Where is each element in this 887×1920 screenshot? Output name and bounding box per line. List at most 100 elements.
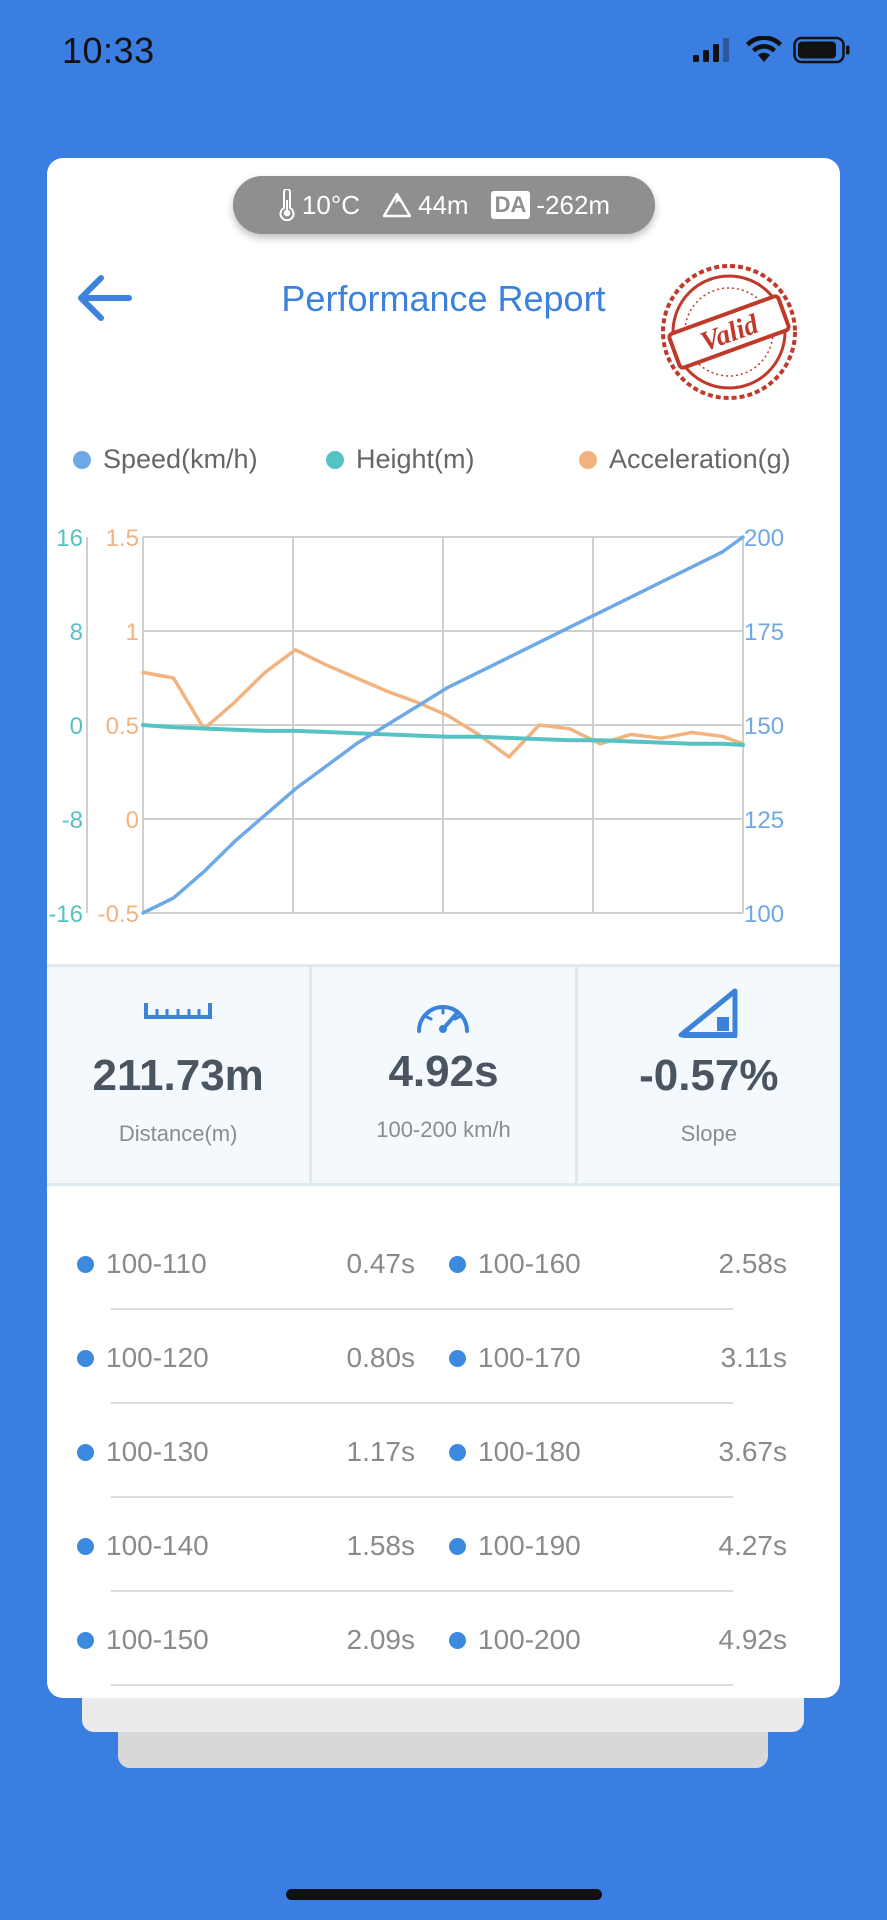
tick-label: 0 xyxy=(126,807,139,834)
bullet-dot xyxy=(449,1631,466,1649)
tick-label: 16 xyxy=(56,525,83,552)
tick-label: 125 xyxy=(744,807,784,834)
legend-item-speed: Speed(km/h) xyxy=(73,444,258,475)
split-range: 100-180 xyxy=(449,1434,581,1470)
temperature-item: 10°C xyxy=(278,189,360,221)
wifi-icon xyxy=(746,36,782,62)
legend-dot xyxy=(73,450,91,469)
split-range: 100-190 xyxy=(449,1528,581,1564)
split-time: 3.67s xyxy=(718,1436,788,1467)
series-line-speed xyxy=(141,535,745,915)
temperature-value: 10°C xyxy=(301,189,361,220)
split-range-label: 100-120 xyxy=(106,1342,209,1373)
split-range: 100-110 xyxy=(77,1246,207,1282)
bullet-dot xyxy=(449,1255,466,1273)
split-range: 100-120 xyxy=(77,1340,209,1376)
split-range: 100-140 xyxy=(77,1528,209,1564)
split-range-label: 100-140 xyxy=(106,1530,209,1561)
split-time: 1.17s xyxy=(346,1436,416,1467)
bullet-dot xyxy=(77,1631,94,1649)
density-altitude-value: -262m xyxy=(536,189,611,220)
divider xyxy=(111,1590,733,1592)
bullet-dot xyxy=(77,1443,94,1461)
bullet-dot xyxy=(77,1349,94,1367)
tick-label: 100 xyxy=(744,901,784,928)
tick-label: -8 xyxy=(62,807,83,834)
altitude-item: 44m xyxy=(382,190,469,221)
split-range-label: 100-110 xyxy=(106,1248,207,1279)
split-range-label: 100-130 xyxy=(106,1436,209,1467)
split-range: 100-130 xyxy=(77,1434,209,1470)
split-time: 4.27s xyxy=(718,1530,788,1561)
tick-label: 175 xyxy=(744,619,784,646)
home-indicator[interactable] xyxy=(286,1889,602,1900)
stat-value: -0.57% xyxy=(639,1051,779,1100)
split-range-label: 100-170 xyxy=(478,1342,581,1373)
tick-label: 0.5 xyxy=(106,713,139,740)
density-altitude-item: DA -262m xyxy=(490,189,611,221)
split-time: 2.58s xyxy=(718,1248,788,1279)
split-time: 4.92s xyxy=(718,1624,788,1655)
da-badge: DA xyxy=(490,191,531,219)
stat-slope: -0.57% Slope xyxy=(574,967,840,1183)
split-times-list: 100-110 0.47s 100-160 2.58s 100-120 0.80… xyxy=(47,1216,840,1686)
stat-label: Slope xyxy=(680,1121,737,1146)
status-bar: 10:33 xyxy=(0,0,887,110)
chart-legend: Speed(km/h) Height(m) Acceleration(g) xyxy=(73,444,833,484)
divider xyxy=(111,1402,733,1404)
split-time: 0.80s xyxy=(346,1342,416,1373)
thermometer-icon xyxy=(279,189,295,221)
tick-label: 8 xyxy=(70,619,83,646)
split-range-label: 100-160 xyxy=(478,1248,581,1279)
split-range-label: 100-150 xyxy=(106,1624,209,1655)
tick-label: 150 xyxy=(744,713,784,740)
tick-label: 0 xyxy=(70,713,83,740)
list-item: 100-140 1.58s 100-190 4.27s xyxy=(47,1498,840,1592)
stat-value: 4.92s xyxy=(388,1047,499,1096)
stat-value: 211.73m xyxy=(92,1051,264,1100)
list-item: 100-110 0.47s 100-160 2.58s xyxy=(47,1216,840,1310)
split-range-label: 100-190 xyxy=(478,1530,581,1561)
legend-dot xyxy=(326,450,344,469)
divider xyxy=(111,1684,733,1686)
battery-icon xyxy=(793,36,850,64)
bullet-dot xyxy=(449,1349,466,1367)
legend-item-acceleration: Acceleration(g) xyxy=(579,444,791,475)
divider xyxy=(111,1308,733,1310)
series-line-height xyxy=(141,723,745,747)
tick-label: 1 xyxy=(126,619,139,646)
split-range-label: 100-180 xyxy=(478,1436,581,1467)
stat-distance: 211.73m Distance(m) xyxy=(47,967,309,1183)
split-time: 0.47s xyxy=(346,1248,416,1279)
performance-chart: 16 8 0 -8 -16 1.5 1 0.5 0 -0.5 200 175 150 125 100 xyxy=(48,525,784,928)
bullet-dot xyxy=(449,1537,466,1555)
tick-label: -0.5 xyxy=(98,901,139,928)
report-card: 10°C 44m DA -262m Performance Report Val… xyxy=(47,158,840,1698)
list-item: 100-150 2.09s 100-200 4.92s xyxy=(47,1592,840,1686)
tick-label: 1.5 xyxy=(106,525,139,552)
stat-label: Distance(m) xyxy=(118,1121,238,1146)
valid-stamp: Valid xyxy=(661,264,797,400)
tick-label: -16 xyxy=(48,901,83,928)
page-title: Performance Report xyxy=(281,278,606,319)
speedometer-icon xyxy=(417,1005,470,1033)
ruler-icon xyxy=(144,1003,213,1019)
legend-label: Height(m) xyxy=(356,444,475,474)
stat-time: 4.92s 100-200 km/h xyxy=(309,967,574,1183)
bullet-dot xyxy=(77,1537,94,1555)
series-line-acceleration xyxy=(141,648,745,759)
legend-label: Acceleration(g) xyxy=(609,444,791,474)
bullet-dot xyxy=(449,1443,466,1461)
split-range: 100-160 xyxy=(449,1246,581,1282)
status-icons xyxy=(691,36,851,64)
split-range: 100-170 xyxy=(449,1340,581,1376)
back-button[interactable] xyxy=(69,268,139,328)
split-time: 3.11s xyxy=(720,1342,787,1373)
tick-label: 200 xyxy=(744,525,784,552)
stats-row: 211.73m Distance(m) 4.92s 100-200 km/h -… xyxy=(47,964,840,1186)
slope-icon xyxy=(678,988,738,1038)
split-time: 2.09s xyxy=(346,1624,416,1655)
divider xyxy=(111,1496,733,1498)
status-time: 10:33 xyxy=(62,30,155,71)
bullet-dot xyxy=(77,1255,94,1273)
